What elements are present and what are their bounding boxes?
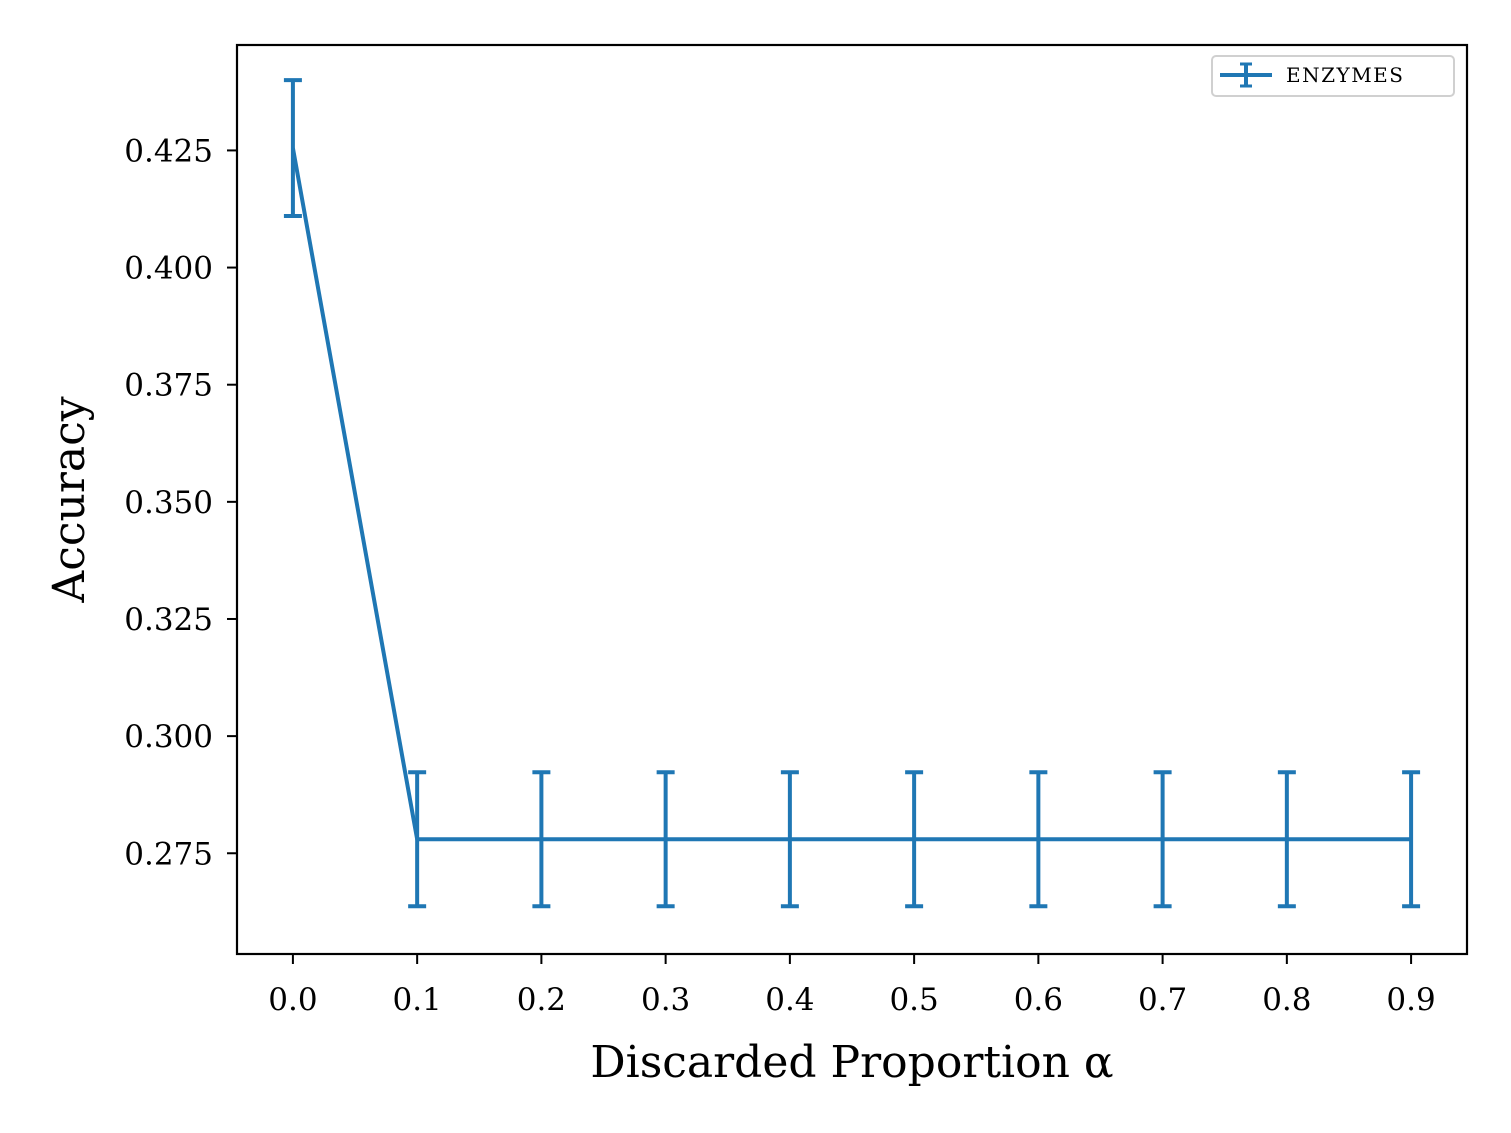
legend: ENZYMES (1211, 55, 1455, 97)
x-tick-label: 0.7 (1138, 982, 1187, 1018)
x-tick-label: 0.6 (1014, 982, 1063, 1018)
legend-entry-enzymes: ENZYMES (1286, 63, 1404, 87)
error-bar (408, 770, 427, 909)
y-tick-label: 0.400 (124, 251, 213, 287)
error-bar (1277, 770, 1296, 909)
error-bar (1029, 770, 1048, 909)
y-axis-label: Accuracy (44, 396, 95, 603)
x-tick-label: 0.8 (1262, 982, 1311, 1018)
x-tick-label: 0.3 (641, 982, 690, 1018)
plot-frame (235, 43, 1469, 956)
y-tick-label: 0.275 (124, 836, 213, 872)
x-axis-label: Discarded Proportion α (590, 1037, 1113, 1088)
error-bar (1153, 770, 1172, 909)
series-line (290, 147, 1412, 842)
y-tick-label: 0.350 (124, 485, 213, 521)
legend-box (1211, 55, 1455, 97)
x-tick-label: 0.9 (1386, 982, 1435, 1018)
x-tick-label: 0.0 (268, 982, 317, 1018)
x-tick-label: 0.1 (392, 982, 441, 1018)
x-tick-label: 0.5 (889, 982, 938, 1018)
y-axis: 0.275 0.300 0.325 0.350 0.375 0.400 0.425 (124, 133, 237, 872)
y-tick-label: 0.425 (124, 133, 213, 169)
x-tick-label: 0.4 (765, 982, 814, 1018)
error-bar (905, 770, 924, 909)
y-tick-label: 0.375 (124, 368, 213, 404)
error-bar (1402, 770, 1421, 909)
y-tick-label: 0.300 (124, 719, 213, 755)
error-bar (780, 770, 799, 909)
error-bar (283, 78, 302, 219)
legend-marker (1220, 62, 1272, 88)
x-tick-label: 0.2 (517, 982, 566, 1018)
y-tick-label: 0.325 (124, 602, 213, 638)
plot-area (283, 78, 1421, 909)
error-bar (656, 770, 675, 909)
error-bar (532, 770, 551, 909)
x-axis: 0.0 0.1 0.2 0.3 0.4 0.5 0.6 0.7 0.8 0.9 (268, 954, 1436, 1018)
